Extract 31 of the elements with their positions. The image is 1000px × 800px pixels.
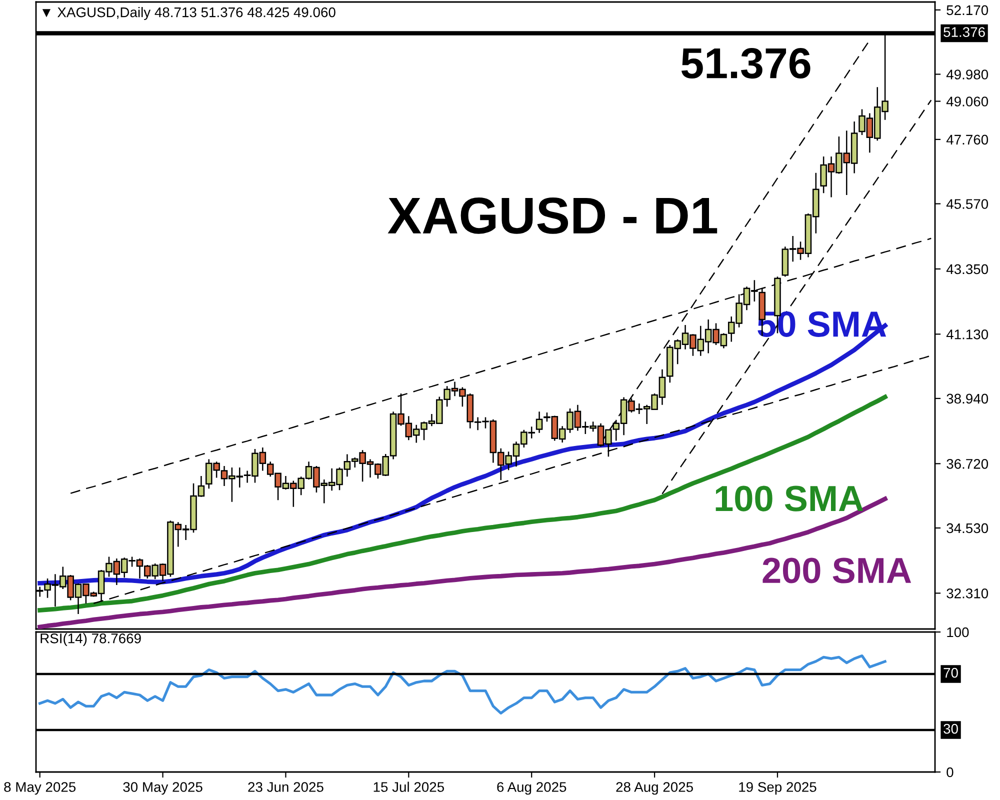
line-series (38, 654, 886, 715)
y-tick-label: 32.310 (946, 588, 988, 598)
y-tick-label: 49.980 (946, 70, 988, 80)
series-label: 200 SMA (762, 558, 912, 584)
x-tick-label: 15 Jul 2025 (374, 782, 444, 792)
chart-title: RSI(14) 78.7669 (40, 633, 141, 646)
y-tick-label: 36.720 (946, 458, 988, 469)
chart-title: ▼ XAGUSD,Daily 48.713 51.376 48.425 49.060 (42, 7, 336, 20)
y-tick-label: 45.570 (946, 199, 988, 209)
x-tick-label: 30 May 2025 (123, 782, 202, 795)
x-tick-label: 6 Aug 2025 (497, 782, 566, 795)
ref-line-label: 70 (944, 668, 958, 678)
y-tick-label: 34.530 (946, 523, 988, 534)
candlestick (536, 411, 543, 434)
ref-line-label: 30 (944, 724, 958, 734)
y-tick-label: 38.940 (946, 394, 988, 404)
y-tick-label: 43.350 (946, 264, 988, 274)
y-tick-label: 0 (946, 767, 954, 778)
x-tick-label: 28 Aug 2025 (616, 782, 693, 795)
x-tick-label: 19 Sep 2025 (739, 782, 816, 795)
text: XAGUSD - D1 (388, 197, 718, 234)
x-tick-label: 8 May 2025 (4, 782, 76, 795)
annotation: 51.376 (681, 48, 810, 79)
x-tick-label: 23 Jun 2025 (248, 782, 324, 792)
y-tick-label: 52.170 (946, 5, 988, 16)
ref-line-label: 51.376 (944, 27, 985, 37)
series-label: 100 SMA (716, 486, 864, 512)
y-tick-label: 47.760 (946, 134, 988, 145)
y-tick-label: 41.130 (946, 329, 988, 340)
y-tick-label: 49.060 (946, 96, 988, 106)
y-tick-label: 100 (947, 627, 969, 638)
